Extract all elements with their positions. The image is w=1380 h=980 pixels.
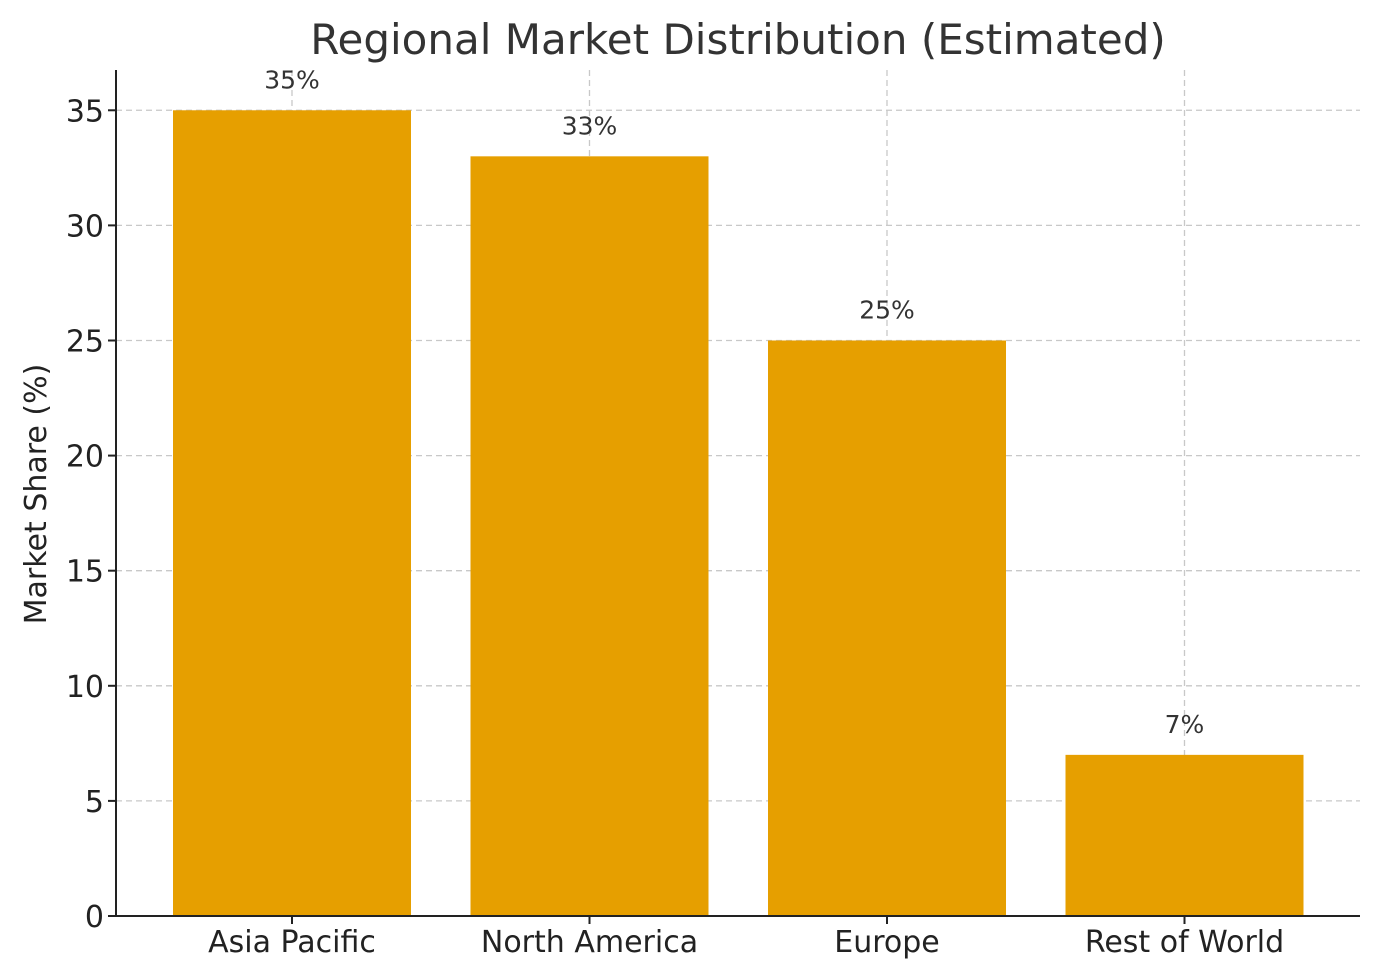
x-tick-label: North America: [481, 925, 698, 960]
x-ticks: Asia Pacific North America Europe Rest of W…: [208, 916, 1284, 960]
y-ticks: 0 5 10 15 20 25 30 35: [66, 94, 116, 935]
bar-value-label: 7%: [1165, 710, 1205, 739]
chart-title: Regional Market Distribution (Estimated): [310, 15, 1166, 64]
x-tick-label: Rest of World: [1085, 925, 1284, 960]
y-tick-label: 25: [66, 324, 104, 359]
bar: [768, 340, 1006, 916]
bar-value-label: 33%: [562, 111, 618, 140]
bar: [173, 110, 411, 917]
bar: [1065, 754, 1304, 916]
y-tick-label: 35: [66, 94, 104, 129]
y-tick-label: 10: [66, 670, 104, 705]
axes: [115, 70, 1360, 917]
y-tick-label: 0: [85, 900, 104, 935]
x-tick-label: Europe: [834, 925, 940, 960]
y-tick-label: 5: [85, 785, 104, 820]
y-tick-label: 20: [66, 440, 104, 475]
data-labels: 35% 33% 25% 7%: [264, 65, 1204, 739]
bar-value-label: 25%: [859, 295, 915, 324]
y-tick-label: 15: [66, 555, 104, 590]
bars: [173, 110, 1304, 917]
y-axis-label: Market Share (%): [19, 364, 54, 625]
y-tick-label: 30: [66, 209, 104, 244]
x-tick-label: Asia Pacific: [208, 925, 376, 960]
bar-value-label: 35%: [264, 65, 320, 94]
bar: [470, 156, 709, 916]
